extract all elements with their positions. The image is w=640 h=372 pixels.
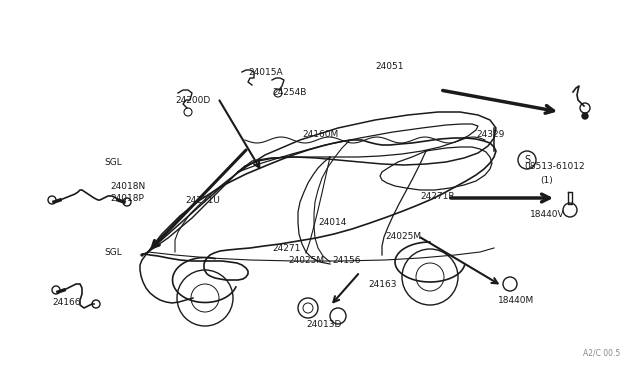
Text: 24271U: 24271U	[185, 196, 220, 205]
Text: 18440M: 18440M	[498, 296, 534, 305]
Text: 24166: 24166	[52, 298, 81, 307]
Text: 24163: 24163	[368, 280, 397, 289]
Text: 24271R: 24271R	[420, 192, 454, 201]
Text: 24015A: 24015A	[248, 68, 283, 77]
Text: 24018N: 24018N	[110, 182, 145, 191]
Text: 24018P: 24018P	[110, 194, 144, 203]
Text: 24051: 24051	[375, 62, 403, 71]
Text: 24013D: 24013D	[306, 320, 341, 329]
Text: 24271: 24271	[272, 244, 300, 253]
Text: S: S	[524, 155, 530, 165]
Text: 24254B: 24254B	[272, 88, 307, 97]
Text: 24329: 24329	[476, 130, 504, 139]
Text: (1): (1)	[540, 176, 553, 185]
Text: SGL: SGL	[104, 248, 122, 257]
Text: A2/C 00.5: A2/C 00.5	[583, 349, 620, 358]
Text: 24025M: 24025M	[288, 256, 324, 265]
Text: 24160M: 24160M	[302, 130, 339, 139]
Circle shape	[582, 113, 588, 119]
Text: 24014: 24014	[318, 218, 346, 227]
Text: 18440V: 18440V	[530, 210, 564, 219]
Text: 08513-61012: 08513-61012	[524, 162, 584, 171]
Text: 24200D: 24200D	[175, 96, 211, 105]
Text: 24025M: 24025M	[385, 232, 421, 241]
Text: 24156: 24156	[332, 256, 360, 265]
Text: SGL: SGL	[104, 158, 122, 167]
